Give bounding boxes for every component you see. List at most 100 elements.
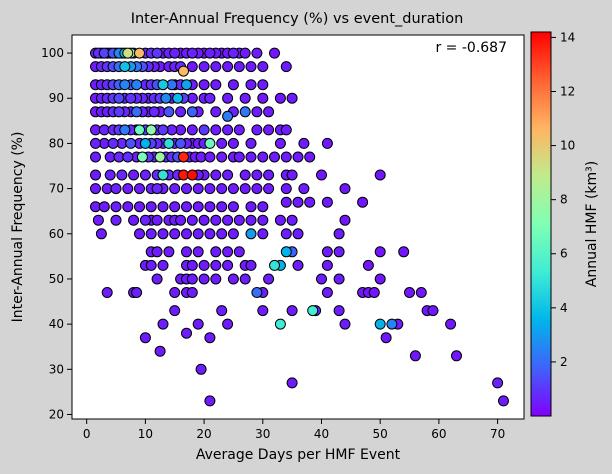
- scatter-point: [292, 196, 304, 208]
- x-axis-label: Average Days per HMF Event: [196, 447, 401, 463]
- scatter-point: [145, 259, 157, 271]
- x-tick-label: 50: [373, 427, 388, 441]
- scatter-point: [245, 61, 257, 73]
- scatter-point: [186, 61, 198, 73]
- scatter-point: [90, 183, 101, 195]
- scatter-point: [257, 92, 269, 104]
- scatter-point: [134, 183, 145, 195]
- scatter-point: [198, 214, 210, 226]
- scatter-point: [210, 273, 222, 285]
- scatter-point: [95, 228, 107, 240]
- scatter-point: [210, 259, 222, 271]
- scatter-point: [128, 169, 140, 181]
- scatter-point: [222, 259, 234, 271]
- scatter-point: [251, 124, 263, 136]
- scatter-point: [233, 124, 245, 136]
- scatter-point: [304, 151, 316, 163]
- scatter-point: [104, 169, 116, 181]
- scatter-point: [186, 259, 198, 271]
- scatter-point: [198, 79, 210, 91]
- scatter-point: [154, 151, 166, 163]
- scatter-point: [116, 169, 128, 181]
- scatter-point: [204, 201, 216, 213]
- scatter-point: [222, 214, 234, 226]
- scatter-point: [374, 246, 386, 258]
- scatter-point: [110, 214, 122, 226]
- scatter-point: [113, 106, 125, 118]
- scatter-point: [257, 151, 269, 163]
- scatter-point: [134, 201, 145, 213]
- y-axis-label: Inter-Annual Frequency (%): [10, 132, 26, 323]
- scatter-point: [192, 246, 204, 258]
- scatter-point: [445, 318, 457, 330]
- scatter-point: [131, 106, 143, 118]
- scatter-point: [321, 196, 333, 208]
- y-tick-label: 60: [49, 227, 64, 241]
- scatter-point: [192, 228, 204, 240]
- scatter-point: [409, 350, 421, 362]
- scatter-point: [92, 214, 104, 226]
- scatter-point: [257, 61, 269, 73]
- scatter-point: [333, 273, 345, 285]
- scatter-point: [122, 151, 134, 163]
- scatter-point: [157, 79, 169, 91]
- y-tick-label: 50: [49, 272, 64, 286]
- scatter-point: [181, 79, 192, 91]
- scatter-point: [181, 201, 192, 213]
- scatter-point: [110, 201, 122, 213]
- scatter-point: [216, 305, 228, 317]
- scatter-point: [119, 61, 131, 73]
- scatter-point: [192, 318, 204, 330]
- scatter-point: [245, 151, 257, 163]
- scatter-point: [216, 183, 228, 195]
- y-tick-label: 30: [49, 362, 64, 376]
- scatter-point: [245, 214, 257, 226]
- scatter-point: [339, 183, 351, 195]
- colorbar-ticks: 2 4 6 8 10 12 14: [551, 30, 575, 369]
- scatter-point: [113, 92, 125, 104]
- y-tick-label: 80: [49, 136, 64, 150]
- scatter-point: [274, 137, 286, 149]
- scatter-point: [251, 169, 263, 181]
- scatter-point: [204, 47, 216, 59]
- colorbar-tick-label: 14: [560, 30, 575, 44]
- scatter-point: [245, 228, 257, 240]
- scatter-point: [286, 169, 298, 181]
- scatter-point: [233, 214, 245, 226]
- scatter-point: [357, 196, 369, 208]
- scatter-point: [239, 47, 251, 59]
- scatter-point: [122, 47, 134, 59]
- scatter-point: [210, 246, 222, 258]
- y-tick-label: 100: [41, 46, 64, 60]
- scatter-point: [139, 214, 151, 226]
- scatter-point: [210, 106, 222, 118]
- scatter-point: [269, 151, 280, 163]
- scatter-point: [175, 214, 187, 226]
- scatter-point: [186, 273, 198, 285]
- scatter-point: [292, 259, 304, 271]
- scatter-point: [210, 61, 222, 73]
- scatter-point: [198, 259, 210, 271]
- scatter-point: [169, 183, 181, 195]
- scatter-point: [204, 92, 216, 104]
- scatter-point: [251, 106, 263, 118]
- scatter-point: [222, 110, 234, 122]
- scatter-point: [151, 246, 163, 258]
- scatter-point: [169, 287, 181, 298]
- scatter-point: [154, 345, 166, 357]
- scatter-point: [257, 79, 269, 91]
- scatter-point: [169, 305, 181, 317]
- scatter-point: [151, 183, 163, 195]
- scatter-point: [210, 124, 222, 136]
- plot-background: [71, 34, 525, 420]
- scatter-point: [374, 318, 386, 330]
- scatter-point: [280, 246, 292, 258]
- scatter-point: [263, 106, 275, 118]
- scatter-point: [204, 395, 216, 407]
- colorbar-label: Annual HMF (km³): [584, 161, 600, 288]
- scatter-point: [216, 151, 228, 163]
- scatter-point: [136, 151, 148, 163]
- scatter-point: [286, 377, 298, 389]
- scatter-point: [157, 124, 169, 136]
- scatter-point: [198, 61, 210, 73]
